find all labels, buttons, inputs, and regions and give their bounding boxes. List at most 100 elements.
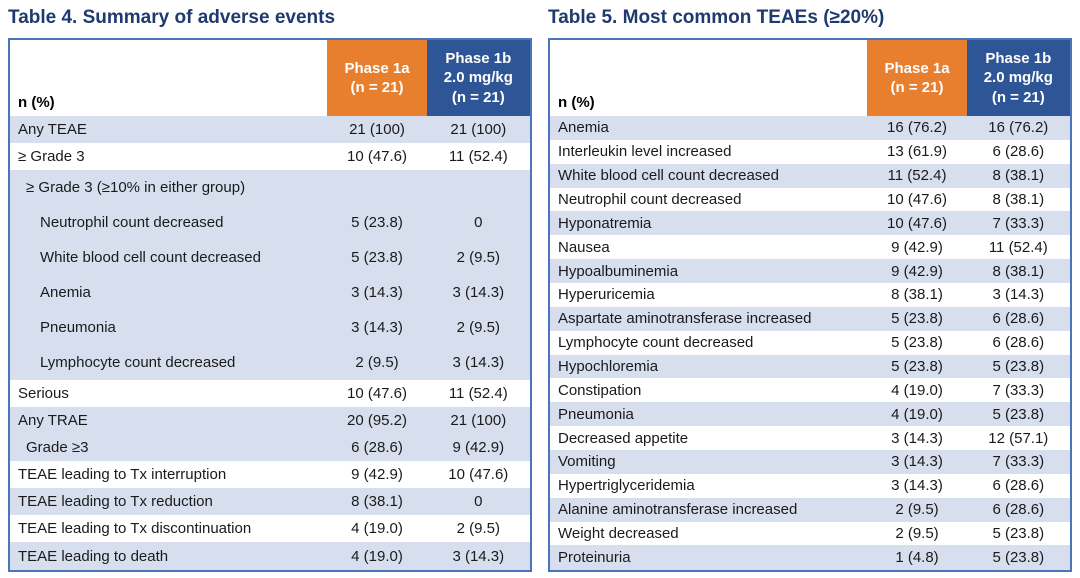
phase-1b-value: 6 (28.6): [992, 477, 1045, 495]
row-label: Decreased appetite: [558, 429, 689, 447]
table-row: Any TRAE 20 (95.2) 21 (100): [9, 407, 531, 435]
phase-1a-value: 21 (100): [327, 116, 427, 144]
phase-1a-value: 8 (38.1): [327, 488, 427, 516]
row-label: Proteinuria: [549, 545, 868, 571]
summary-of-adverse-events-section: Table 4. Summary of adverse events n (%)…: [8, 6, 532, 572]
phase-1b-value: 11 (52.4): [988, 238, 1048, 256]
phase-1b-value: 2 (9.5): [456, 520, 500, 538]
table-row: TEAE leading to Tx reduction 8 (38.1) 0: [9, 488, 531, 516]
phase-1a-value: 16 (76.2): [867, 116, 967, 140]
phase-1b-value: 5 (23.8): [966, 402, 1071, 427]
row-label: Pneumonia: [549, 402, 868, 427]
phase-1a-value: 3 (14.3): [891, 429, 943, 447]
phase-1b-value: 7 (33.3): [966, 450, 1071, 474]
table-row: Serious 10 (47.6) 11 (52.4): [9, 380, 531, 407]
phase-1a-value: 8 (38.1): [891, 286, 943, 304]
phase-1b-value: 11 (52.4): [448, 385, 508, 403]
table-row: Grade ≥3 6 (28.6) 9 (42.9): [9, 434, 531, 462]
table-row: Pneumonia 4 (19.0) 5 (23.8): [549, 402, 1071, 427]
phase-1a-value: 5 (23.8): [891, 334, 943, 352]
table-row: Anemia 3 (14.3) 3 (14.3): [9, 275, 531, 311]
phase-1a-value: 9 (42.9): [891, 238, 943, 256]
phase-1a-value: 6 (28.6): [327, 434, 427, 462]
phase-1b-value: 11 (52.4): [448, 148, 508, 166]
table5-teaes-table: n (%) Phase 1a (n = 21) Phase 1b 2.0 mg/…: [548, 38, 1072, 572]
row-label: Aspartate aminotransferase increased: [549, 306, 868, 331]
table4-body: Any TEAE 21 (100) 21 (100) ≥ Grade 3 10 (47.…: [9, 116, 531, 571]
table-row: Constipation 4 (19.0) 7 (33.3): [549, 378, 1071, 402]
row-label: Constipation: [558, 381, 642, 399]
row-label: Neutrophil count decreased: [9, 205, 328, 241]
row-label: Any TRAE: [9, 407, 328, 435]
table-row: Hyponatremia 10 (47.6) 7 (33.3): [549, 211, 1071, 236]
table-row: Neutrophil count decreased 10 (47.6) 8 (38…: [549, 188, 1071, 212]
phase-1b-column-header: Phase 1b 2.0 mg/kg (n = 21): [966, 39, 1071, 116]
table-row: Neutrophil count decreased 5 (23.8) 0: [9, 205, 531, 241]
row-label: ≥ Grade 3 (≥10% in either group): [9, 170, 328, 206]
phase-1b-value: 7 (33.3): [966, 211, 1071, 236]
phase-1b-value: 0: [426, 488, 531, 516]
table-row: Hyperuricemia 8 (38.1) 3 (14.3): [549, 283, 1071, 307]
table-row: Lymphocyte count decreased 5 (23.8) 6 (28.…: [549, 331, 1071, 355]
table4-adverse-events-table: n (%) Phase 1a (n = 21) Phase 1b 2.0 mg/…: [8, 38, 532, 572]
phase-1b-value: 3 (14.3): [426, 542, 531, 571]
phase-1b-value: 5 (23.8): [992, 525, 1045, 543]
phase-1a-value: 4 (19.0): [867, 402, 967, 427]
row-label: Hyponatremia: [549, 211, 868, 236]
n-percent-column-header: n (%): [549, 39, 868, 116]
phase-1b-value: 21 (100): [426, 116, 531, 144]
table-row: Hypertriglyceridemia 3 (14.3) 6 (28.6): [549, 474, 1071, 498]
table-row: Weight decreased 2 (9.5) 5 (23.8): [549, 522, 1071, 546]
phase-1a-value: [327, 170, 427, 206]
phase-1b-value: 8 (38.1): [966, 163, 1071, 188]
phase-1b-value: 2 (9.5): [426, 240, 531, 276]
phase-1a-value: 3 (14.3): [867, 450, 967, 474]
phase-1b-value: 10 (47.6): [448, 466, 509, 484]
phase-1b-value: 0: [426, 205, 531, 241]
table-row: Lymphocyte count decreased 2 (9.5) 3 (14.3…: [9, 345, 531, 381]
phase-1a-value: 10 (47.6): [886, 191, 948, 208]
table-row: White blood cell count decreased 11 (52.4…: [549, 163, 1071, 188]
phase-1b-value: 8 (38.1): [966, 259, 1071, 284]
most-common-teaes-section: Table 5. Most common TEAEs (≥20%) n (%) …: [548, 6, 1072, 572]
phase-1a-value: 3 (14.3): [891, 477, 943, 495]
row-label: TEAE leading to Tx discontinuation: [18, 520, 252, 538]
row-label: TEAE leading to Tx interruption: [18, 466, 227, 484]
phase-1a-value: 4 (19.0): [891, 381, 943, 399]
phase-1a-column-header: Phase 1a (n = 21): [867, 39, 967, 116]
row-label: TEAE leading to death: [9, 542, 328, 571]
phase-1b-value: 2 (9.5): [426, 310, 531, 346]
table-row: White blood cell count decreased 5 (23.8)…: [9, 240, 531, 276]
phase-1a-value: 1 (4.8): [867, 545, 967, 571]
phase-1a-value: 10 (47.6): [867, 211, 967, 236]
phase-1b-value: 6 (28.6): [992, 334, 1045, 352]
table-row: Hypoalbuminemia 9 (42.9) 8 (38.1): [549, 259, 1071, 284]
phase-1b-value: 12 (57.1): [988, 429, 1049, 447]
phase-1a-value: 9 (42.9): [351, 466, 403, 484]
table-row: TEAE leading to Tx interruption 9 (42.9) 1…: [9, 461, 531, 488]
phase-1b-value: 21 (100): [426, 407, 531, 435]
header-row: n (%) Phase 1a (n = 21) Phase 1b 2.0 mg/…: [549, 39, 1071, 116]
phase-1b-value: 3 (14.3): [992, 286, 1045, 304]
table5-header: n (%) Phase 1a (n = 21) Phase 1b 2.0 mg/…: [549, 39, 1071, 116]
table-row: ≥ Grade 3 10 (47.6) 11 (52.4): [9, 143, 531, 170]
phase-1a-value: 11 (52.4): [867, 163, 967, 188]
table-row: Interleukin level increased 13 (61.9) 6 (2…: [549, 140, 1071, 164]
table5-body: Anemia 16 (76.2) 16 (76.2) Interleukin leve…: [549, 116, 1071, 571]
phase-1a-value: 13 (61.9): [886, 143, 948, 161]
phase-1a-value: 3 (14.3): [327, 275, 427, 311]
row-label: White blood cell count decreased: [549, 163, 868, 188]
row-label: Hypochloremia: [549, 354, 868, 379]
row-label: Anemia: [9, 275, 328, 311]
row-label: Vomiting: [549, 450, 868, 474]
table-row: Anemia 16 (76.2) 16 (76.2): [549, 116, 1071, 140]
phase-1b-value: 16 (76.2): [966, 116, 1071, 140]
phase-1b-value: [426, 170, 531, 206]
table-row: Proteinuria 1 (4.8) 5 (23.8): [549, 545, 1071, 571]
table-row: Any TEAE 21 (100) 21 (100): [9, 116, 531, 144]
n-percent-column-header: n (%): [9, 39, 328, 116]
table-row: Nausea 9 (42.9) 11 (52.4): [549, 235, 1071, 259]
phase-1b-value: 5 (23.8): [966, 545, 1071, 571]
row-label: Anemia: [549, 116, 868, 140]
